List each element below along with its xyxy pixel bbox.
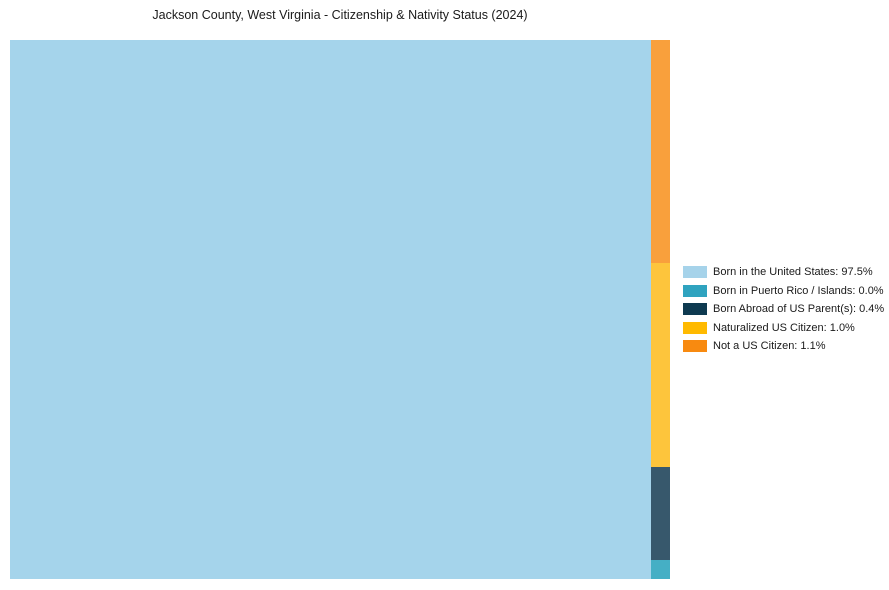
treemap-rect-born-in-united-states — [10, 40, 651, 579]
chart-title: Jackson County, West Virginia - Citizens… — [152, 8, 528, 22]
legend-item: Born in the United States: 97.5% — [683, 265, 884, 279]
treemap-rect-born-abroad-us-parents — [651, 467, 670, 560]
treemap-rect-naturalized-us-citizen — [651, 263, 670, 467]
legend-item-label: Naturalized US Citizen: 1.0% — [713, 321, 855, 334]
legend: Born in the United States: 97.5% Born in… — [683, 265, 884, 353]
legend-swatch-icon — [683, 321, 707, 334]
treemap-minor-column — [651, 40, 670, 579]
legend-item-label: Born in Puerto Rico / Islands: 0.0% — [713, 284, 884, 297]
legend-item-label: Born in the United States: 97.5% — [713, 266, 873, 278]
treemap-rect-born-in-puerto-rico-islands — [651, 560, 670, 579]
treemap-plot — [10, 40, 670, 579]
legend-item: Born in Puerto Rico / Islands: 0.0% — [683, 284, 884, 298]
legend-swatch-icon — [683, 266, 707, 278]
legend-item: Born Abroad of US Parent(s): 0.4% — [683, 302, 884, 316]
legend-swatch-icon — [683, 284, 707, 297]
legend-item-label: Not a US Citizen: 1.1% — [713, 340, 826, 352]
legend-swatch-icon — [683, 303, 707, 315]
legend-item: Naturalized US Citizen: 1.0% — [683, 321, 884, 335]
legend-swatch-icon — [683, 340, 707, 352]
legend-item-label: Born Abroad of US Parent(s): 0.4% — [713, 303, 885, 315]
treemap-rect-not-a-us-citizen — [651, 40, 670, 263]
legend-item: Not a US Citizen: 1.1% — [683, 339, 884, 353]
